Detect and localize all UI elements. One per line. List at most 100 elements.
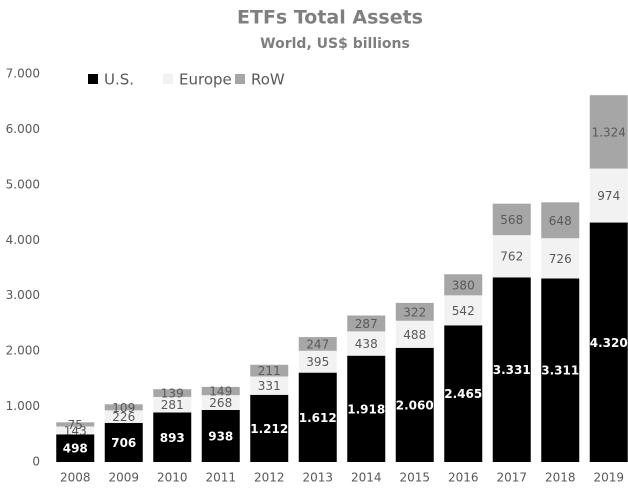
legend-swatch xyxy=(163,74,173,84)
legend-label: RoW xyxy=(251,71,285,89)
bar-segment xyxy=(347,355,386,462)
bar-segment xyxy=(444,295,483,326)
value-label: 488 xyxy=(403,328,426,342)
bar-segment xyxy=(444,274,483,296)
value-label: 3.311 xyxy=(541,364,579,378)
value-label: 143 xyxy=(64,424,87,438)
legend-label: Europe xyxy=(179,71,232,89)
value-label: 568 xyxy=(500,213,523,227)
value-label: 395 xyxy=(306,355,329,369)
bar-segment xyxy=(395,302,434,321)
value-label: 762 xyxy=(500,250,523,264)
value-label: 648 xyxy=(549,214,572,228)
chart-subtitle: World, US$ billions xyxy=(260,36,410,52)
bar-segment xyxy=(250,394,289,462)
value-label: 109 xyxy=(112,401,135,415)
value-label: 1.918 xyxy=(347,402,385,416)
value-label: 726 xyxy=(549,252,572,266)
x-tick-label: 2019 xyxy=(593,471,624,485)
bar-segment xyxy=(201,395,240,411)
y-tick-label: 6.000 xyxy=(6,122,40,136)
x-tick-label: 2015 xyxy=(399,471,430,485)
bar-segment xyxy=(541,278,580,462)
bar-segment xyxy=(541,202,580,239)
value-label: 4.320 xyxy=(590,336,628,350)
bar-segment xyxy=(492,203,531,236)
value-label: 281 xyxy=(161,398,184,412)
bar-segment xyxy=(104,410,143,423)
bar-segment xyxy=(589,168,628,223)
bar-segment xyxy=(104,404,143,411)
bar-segment xyxy=(589,95,628,169)
chart-title: ETFs Total Assets xyxy=(237,7,423,29)
bar-segment xyxy=(153,389,192,397)
x-tick-label: 2016 xyxy=(448,471,479,485)
value-label: 2.060 xyxy=(396,398,434,412)
bar-segment xyxy=(492,277,531,462)
bar-segment xyxy=(347,331,386,356)
value-label: 706 xyxy=(111,436,136,450)
bar-segment xyxy=(250,364,289,377)
x-tick-label: 2011 xyxy=(205,471,236,485)
x-tick-label: 2009 xyxy=(108,471,139,485)
legend-swatch xyxy=(88,74,98,84)
value-label: 268 xyxy=(209,396,232,410)
bar-segment xyxy=(298,372,337,462)
value-label: 1.212 xyxy=(250,422,288,436)
value-label: 287 xyxy=(355,317,378,331)
value-label: 498 xyxy=(63,442,88,456)
bar-segment xyxy=(104,422,143,462)
y-tick-label: 5.000 xyxy=(6,177,40,191)
legend-label: U.S. xyxy=(104,71,134,89)
bar-segment xyxy=(201,386,240,396)
value-label: 1.612 xyxy=(299,411,337,425)
bar-segment xyxy=(56,422,95,427)
bar-segment xyxy=(298,337,337,351)
x-tick-label: 2010 xyxy=(157,471,188,485)
bar-segment xyxy=(153,412,192,462)
value-label: 893 xyxy=(160,431,185,445)
value-label: 1.324 xyxy=(592,125,626,139)
value-label: 322 xyxy=(403,305,426,319)
value-label: 331 xyxy=(258,379,281,393)
bar-segment xyxy=(492,235,531,278)
value-label: 938 xyxy=(208,430,233,444)
bar-segment xyxy=(201,410,240,462)
bar-segment xyxy=(153,396,192,413)
x-tick-label: 2012 xyxy=(254,471,285,485)
bar-segment xyxy=(541,238,580,279)
y-tick-label: 4.000 xyxy=(6,233,40,247)
x-tick-label: 2013 xyxy=(302,471,333,485)
value-label: 974 xyxy=(597,189,620,203)
y-tick-label: 7.000 xyxy=(6,67,40,81)
bar-segment xyxy=(250,376,289,395)
value-label: 75 xyxy=(68,418,83,432)
bar-segment xyxy=(589,222,628,462)
bar-segment xyxy=(395,347,434,462)
y-tick-label: 3.000 xyxy=(6,288,40,302)
value-label: 438 xyxy=(355,337,378,351)
bar-segment xyxy=(298,350,337,373)
y-tick-label: 2.000 xyxy=(6,344,40,358)
y-tick-label: 1.000 xyxy=(6,399,40,413)
value-label: 139 xyxy=(161,387,184,401)
value-label: 211 xyxy=(258,364,281,378)
value-label: 2.465 xyxy=(444,387,482,401)
value-label: 247 xyxy=(306,337,329,351)
bar-segment xyxy=(56,434,95,462)
y-tick-label: 0 xyxy=(32,455,40,469)
legend-swatch xyxy=(235,74,245,84)
value-label: 380 xyxy=(452,278,475,292)
bar-segment xyxy=(395,320,434,348)
value-label: 149 xyxy=(209,385,232,399)
x-tick-label: 2014 xyxy=(351,471,382,485)
value-label: 226 xyxy=(112,410,135,424)
value-label: 542 xyxy=(452,304,475,318)
bar-segment xyxy=(56,426,95,435)
x-tick-label: 2018 xyxy=(545,471,576,485)
x-tick-label: 2017 xyxy=(496,471,527,485)
value-label: 3.331 xyxy=(493,363,531,377)
bar-segment xyxy=(347,315,386,332)
bar-segment xyxy=(444,325,483,462)
